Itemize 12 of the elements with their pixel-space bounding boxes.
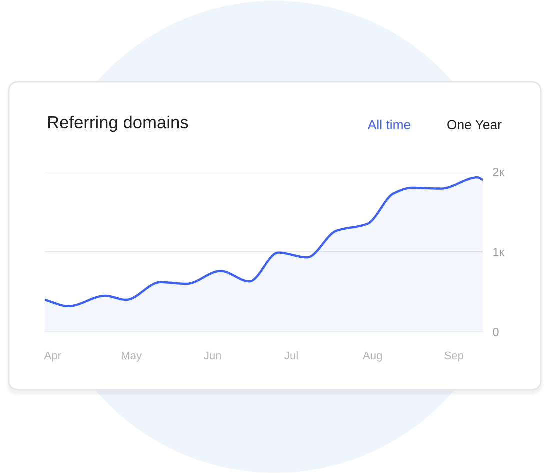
x-tick-label: Sep [444, 352, 464, 362]
y-tick-label: 1к [494, 248, 505, 256]
y-tick-label: 2к [493, 168, 505, 176]
x-tick-label: Aug [362, 352, 382, 362]
chart-title: Referring domains [48, 116, 188, 132]
x-tick-label: Jul [284, 351, 298, 360]
text: All time [368, 120, 411, 130]
x-tick-label: Jun [204, 352, 222, 360]
y-tick-label: 0 [493, 328, 499, 336]
x-tick-label: Apr [44, 352, 62, 362]
text: One Year [448, 120, 502, 130]
x-tick-label: May [122, 352, 142, 362]
